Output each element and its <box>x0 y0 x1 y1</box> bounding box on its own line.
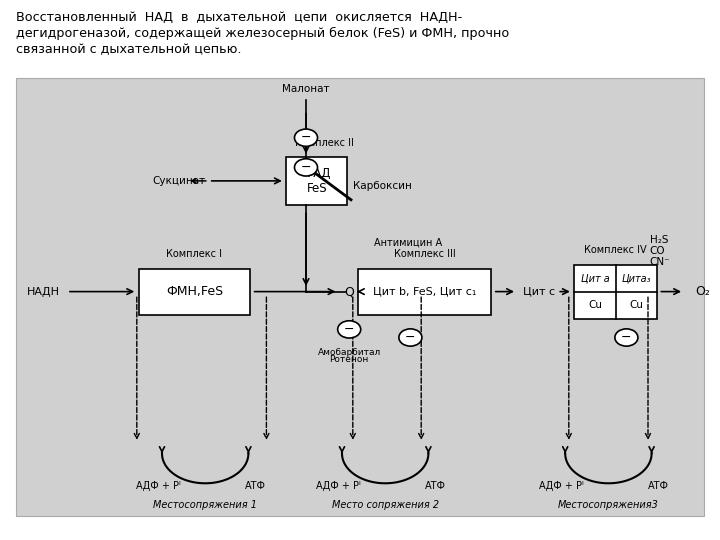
Text: Антимицин А: Антимицин А <box>374 238 443 248</box>
Text: Cu: Cu <box>588 300 602 310</box>
Text: −: − <box>301 161 311 174</box>
Text: связанной с дыхательной цепью.: связанной с дыхательной цепью. <box>16 43 241 56</box>
Circle shape <box>338 321 361 338</box>
Text: Цит c: Цит c <box>523 287 555 296</box>
Text: Амобарбитал: Амобарбитал <box>318 348 381 357</box>
Text: Восстановленный  НАД  в  дыхательной  цепи  окисляется  НАДН-: Восстановленный НАД в дыхательной цепи о… <box>16 11 462 24</box>
Text: Цит a: Цит a <box>580 273 609 283</box>
Text: Cu: Cu <box>629 300 643 310</box>
Text: −: − <box>344 323 354 336</box>
Text: Комплекс II: Комплекс II <box>294 138 354 148</box>
Text: АДФ + Рᴵ: АДФ + Рᴵ <box>136 481 181 491</box>
Circle shape <box>399 329 422 346</box>
Text: Место сопряжения 2: Место сопряжения 2 <box>332 500 438 510</box>
Text: Сукцинат: Сукцинат <box>152 176 205 186</box>
Circle shape <box>615 329 638 346</box>
Text: Цит b, FeS, Цит c₁: Цит b, FeS, Цит c₁ <box>373 287 477 296</box>
Text: Комплекс III: Комплекс III <box>394 249 456 259</box>
Circle shape <box>294 159 318 176</box>
Text: АТФ: АТФ <box>425 481 446 491</box>
Text: −: − <box>621 331 631 344</box>
Text: Ротенон: Ротенон <box>330 355 369 364</box>
Text: O₂: O₂ <box>695 285 710 298</box>
Bar <box>358 269 491 314</box>
Text: ФМН,FeS: ФМН,FeS <box>166 285 223 298</box>
Circle shape <box>294 129 318 146</box>
Text: НАДН: НАДН <box>27 287 60 296</box>
Text: АТФ: АТФ <box>245 481 266 491</box>
Bar <box>575 265 657 319</box>
Text: CN⁻: CN⁻ <box>649 257 670 267</box>
Text: H₂S: H₂S <box>649 235 668 245</box>
Text: Цита₃: Цита₃ <box>621 273 651 283</box>
Text: −: − <box>301 131 311 144</box>
Bar <box>138 269 251 314</box>
Text: −: − <box>405 331 415 344</box>
Text: ФАД
FeS: ФАД FeS <box>303 167 330 195</box>
Text: Малонат: Малонат <box>282 84 330 94</box>
Text: Комплекс I: Комплекс I <box>166 249 222 259</box>
Text: АТФ: АТФ <box>648 481 670 491</box>
Text: АДФ + Рᴵ: АДФ + Рᴵ <box>539 481 584 491</box>
Text: Комплекс IV: Комплекс IV <box>585 245 647 255</box>
Text: Q: Q <box>344 285 354 298</box>
Text: Местосопряжения 1: Местосопряжения 1 <box>153 500 257 510</box>
Text: CO: CO <box>649 246 665 256</box>
Bar <box>287 157 347 205</box>
Bar <box>16 78 704 516</box>
Text: Местосопряжения3: Местосопряжения3 <box>558 500 659 510</box>
Text: Карбоксин: Карбоксин <box>353 181 412 191</box>
Text: АДФ + Рᴵ: АДФ + Рᴵ <box>316 481 361 491</box>
Text: дегидрогеназой, содержащей железосерный белок (FeS) и ФМН, прочно: дегидрогеназой, содержащей железосерный … <box>16 27 509 40</box>
